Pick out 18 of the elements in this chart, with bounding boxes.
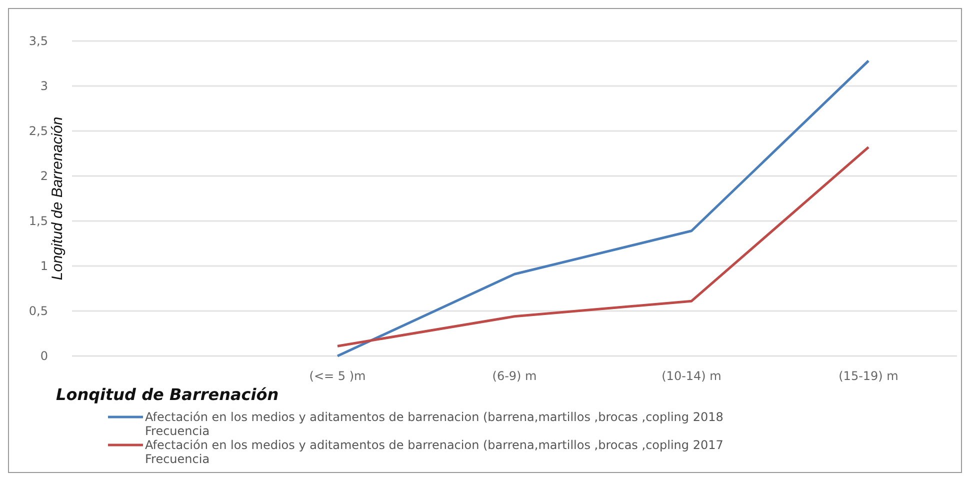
y-tick-label: 2 — [40, 169, 48, 183]
x-tick-label: (<= 5 )m — [309, 369, 366, 383]
y-tick-label: 3,5 — [28, 34, 48, 48]
x-tick-label: (10-14) m — [662, 369, 722, 383]
x-tick-label: (6-9) m — [492, 369, 537, 383]
y-tick-label: 2,5 — [28, 124, 48, 138]
x-axis-title: Lonqitud de Barrenación — [56, 385, 279, 404]
y-tick-label: 1 — [40, 259, 48, 273]
y-tick-label: 3 — [40, 79, 48, 93]
legend-label: Afectación en los medios y aditamentos de barrenacion (barrena,martillos ,brocas ,copling 2018 Frecuencia — [145, 410, 724, 438]
line-series — [336, 146, 870, 348]
x-tick-label: (15-19) m — [838, 369, 898, 383]
y-tick-label: 1,5 — [28, 214, 48, 228]
y-axis-title: Longitud de Barrenación — [49, 116, 66, 280]
y-tick-label: 0,5 — [28, 304, 48, 318]
line-series — [336, 60, 870, 358]
legend-label: Afectación en los medios y aditamentos de barrenacion (barrena,martillos ,brocas ,copling 2017 Frecuencia — [145, 438, 724, 466]
y-tick-label: 0 — [40, 349, 48, 363]
